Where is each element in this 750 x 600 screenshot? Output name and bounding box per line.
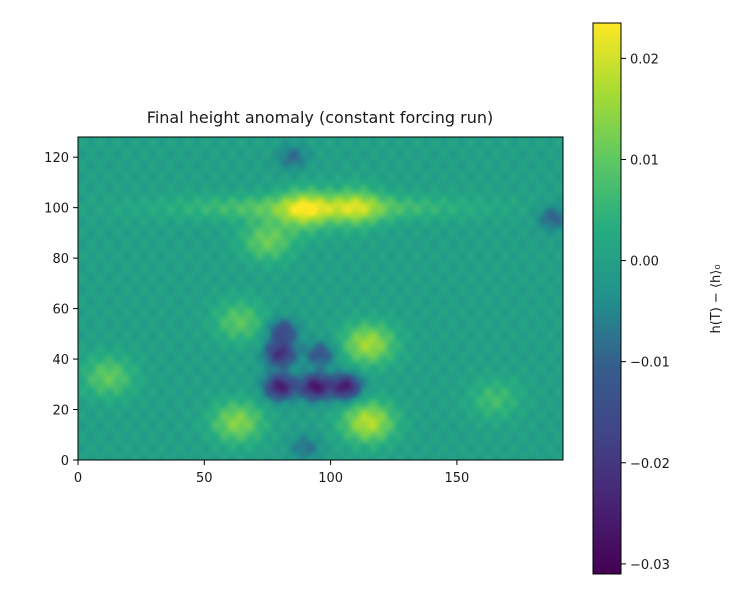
colorbar-tick-label: −0.03: [630, 558, 670, 573]
y-tick-label: 120: [44, 151, 69, 166]
colorbar-ticks: 0.02 0.01 0.00 −0.01 −0.02 −0.03: [621, 52, 670, 573]
y-tick-label: 0: [61, 454, 69, 469]
x-tick-label: 50: [196, 471, 213, 486]
colorbar: [592, 22, 622, 575]
x-tick-label: 0: [74, 471, 82, 486]
colorbar-tick-label: 0.00: [630, 255, 659, 270]
colorbar-tick-label: −0.02: [630, 457, 670, 472]
colorbar-tick-label: 0.02: [630, 52, 659, 67]
y-tick-label: 60: [52, 303, 69, 318]
y-tick-label: 100: [44, 202, 69, 217]
colorbar-tick-label: −0.01: [630, 356, 670, 371]
x-axis: 0 50 100 150: [74, 460, 469, 486]
colorbar-canvas: [593, 23, 621, 574]
chart-title: Final height anomaly (constant forcing r…: [147, 108, 493, 127]
x-tick-label: 100: [318, 471, 343, 486]
heatmap-plot: [77, 136, 564, 461]
y-axis: 0 20 40 60 80 100 120: [44, 151, 78, 469]
colorbar-tick-label: 0.01: [630, 153, 659, 168]
y-tick-label: 80: [52, 252, 69, 267]
y-tick-label: 40: [52, 353, 69, 368]
colorbar-frame: [592, 22, 622, 575]
heatmap-canvas-host: [78, 137, 563, 460]
plot-frame: [77, 136, 564, 461]
y-tick-label: 20: [52, 404, 69, 419]
colorbar-canvas-host: [593, 23, 621, 574]
x-tick-label: 150: [444, 471, 469, 486]
colorbar-label: h(T) − ⟨h⟩₀: [709, 264, 724, 333]
heatmap-canvas: [78, 137, 563, 460]
